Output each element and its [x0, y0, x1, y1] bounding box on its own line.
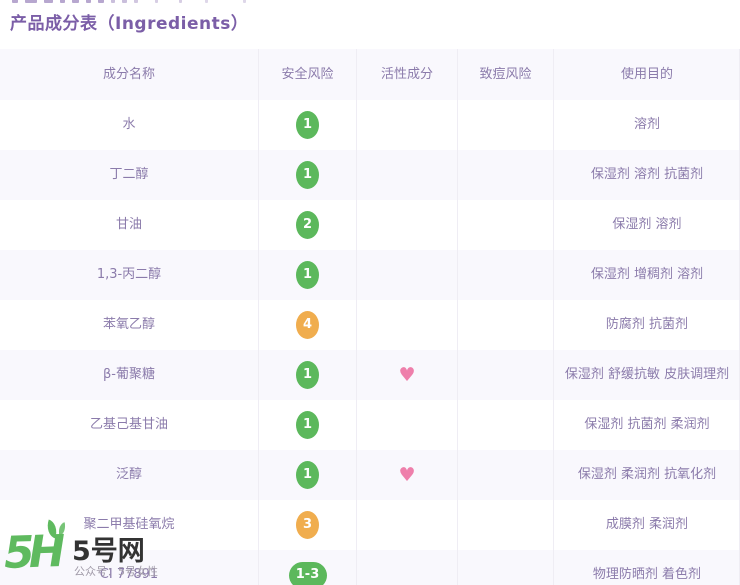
- safety-cell: 1: [258, 150, 356, 200]
- table-row: 甘油 2 保湿剂 溶剂: [0, 200, 739, 250]
- active-cell: [356, 500, 457, 550]
- acne-cell: [457, 350, 553, 400]
- cropped-text-artifact: [12, 0, 246, 3]
- usage-purpose: 保湿剂 溶剂 抗菌剂: [553, 150, 740, 200]
- safety-badge: 1: [296, 411, 319, 439]
- safety-badge: 2: [296, 211, 319, 239]
- acne-cell: [457, 400, 553, 450]
- acne-cell: [457, 300, 553, 350]
- safety-cell: 1: [258, 100, 356, 150]
- active-cell: [356, 100, 457, 150]
- ingredient-name: 1,3-丙二醇: [96, 267, 162, 282]
- acne-cell: [457, 200, 553, 250]
- ingredient-name: 甘油: [115, 217, 142, 232]
- safety-badge: 1: [296, 161, 319, 189]
- table-body: 水 1 溶剂 丁二醇 1 保湿剂 溶剂 抗菌剂 甘油 2: [0, 100, 739, 585]
- safety-cell: 3: [258, 500, 356, 550]
- table-row: 泛醇 1 ♥ 保湿剂 柔润剂 抗氧化剂: [0, 450, 739, 500]
- acne-cell: [457, 100, 553, 150]
- safety-cell: 2: [258, 200, 356, 250]
- table-row: 乙基己基甘油 1 保湿剂 抗菌剂 柔润剂: [0, 400, 739, 450]
- safety-badge: 1: [296, 111, 319, 139]
- active-cell: [356, 550, 457, 585]
- ingredient-name: 泛醇: [115, 467, 142, 482]
- ingredient-name: 水: [122, 117, 136, 132]
- usage-purpose: 防腐剂 抗菌剂: [553, 300, 740, 350]
- active-cell: [356, 400, 457, 450]
- table-row: 水 1 溶剂: [0, 100, 739, 150]
- active-cell: ♥: [356, 450, 457, 500]
- safety-cell: 1: [258, 250, 356, 300]
- table-row: 1,3-丙二醇 1 保湿剂 增稠剂 溶剂: [0, 250, 739, 300]
- active-cell: [356, 150, 457, 200]
- safety-badge: 3: [296, 511, 319, 539]
- active-cell: [356, 250, 457, 300]
- page-title: 产品成分表（Ingredients）: [10, 14, 249, 34]
- usage-purpose: 保湿剂 溶剂: [553, 200, 740, 250]
- ingredient-name: 丁二醇: [109, 167, 149, 182]
- table-row: 聚二甲基硅氧烷 3 成膜剂 柔润剂: [0, 500, 739, 550]
- ingredient-name: β-葡聚糖: [103, 367, 155, 382]
- active-cell: [356, 300, 457, 350]
- active-heart-icon: ♥: [398, 463, 416, 486]
- safety-cell: 1-3: [258, 550, 356, 585]
- active-cell: ♥: [356, 350, 457, 400]
- usage-purpose: 保湿剂 舒缓抗敏 皮肤调理剂: [553, 350, 740, 400]
- safety-badge: 4: [296, 311, 319, 339]
- acne-cell: [457, 500, 553, 550]
- safety-cell: 1: [258, 350, 356, 400]
- table-header-row: 成分名称 安全风险 活性成分 致痘风险 使用目的: [0, 49, 739, 100]
- usage-purpose: 保湿剂 增稠剂 溶剂: [553, 250, 740, 300]
- safety-badge: 1-3: [288, 561, 327, 585]
- active-heart-icon: ♥: [398, 363, 416, 386]
- table-row: β-葡聚糖 1 ♥ 保湿剂 舒缓抗敏 皮肤调理剂: [0, 350, 739, 400]
- table-row: CI 77891 1-3 物理防晒剂 着色剂: [0, 550, 739, 585]
- usage-purpose: 保湿剂 抗菌剂 柔润剂: [553, 400, 740, 450]
- acne-cell: [457, 250, 553, 300]
- acne-cell: [457, 450, 553, 500]
- safety-badge: 1: [296, 361, 319, 389]
- safety-cell: 1: [258, 450, 356, 500]
- column-header-acne: 致痘风险: [457, 49, 553, 100]
- table-row: 苯氧乙醇 4 防腐剂 抗菌剂: [0, 300, 739, 350]
- active-cell: [356, 200, 457, 250]
- column-header-purpose: 使用目的: [553, 49, 740, 100]
- safety-cell: 1: [258, 400, 356, 450]
- ingredients-table: 成分名称 安全风险 活性成分 致痘风险 使用目的 水 1 溶剂 丁二醇 1: [0, 49, 740, 585]
- column-header-name: 成分名称: [102, 66, 155, 82]
- table-row: 丁二醇 1 保湿剂 溶剂 抗菌剂: [0, 150, 739, 200]
- column-header-safety: 安全风险: [258, 49, 356, 100]
- column-header-active: 活性成分: [356, 49, 457, 100]
- ingredient-name: CI 77891: [99, 567, 159, 582]
- usage-purpose: 成膜剂 柔润剂: [553, 500, 740, 550]
- usage-purpose: 保湿剂 柔润剂 抗氧化剂: [553, 450, 740, 500]
- safety-badge: 1: [296, 461, 319, 489]
- safety-badge: 1: [296, 261, 319, 289]
- ingredient-name: 乙基己基甘油: [89, 417, 168, 432]
- ingredient-name: 聚二甲基硅氧烷: [83, 517, 175, 532]
- acne-cell: [457, 550, 553, 585]
- safety-cell: 4: [258, 300, 356, 350]
- usage-purpose: 溶剂: [553, 100, 740, 150]
- acne-cell: [457, 150, 553, 200]
- usage-purpose: 物理防晒剂 着色剂: [553, 550, 740, 585]
- ingredient-name: 苯氧乙醇: [102, 317, 155, 332]
